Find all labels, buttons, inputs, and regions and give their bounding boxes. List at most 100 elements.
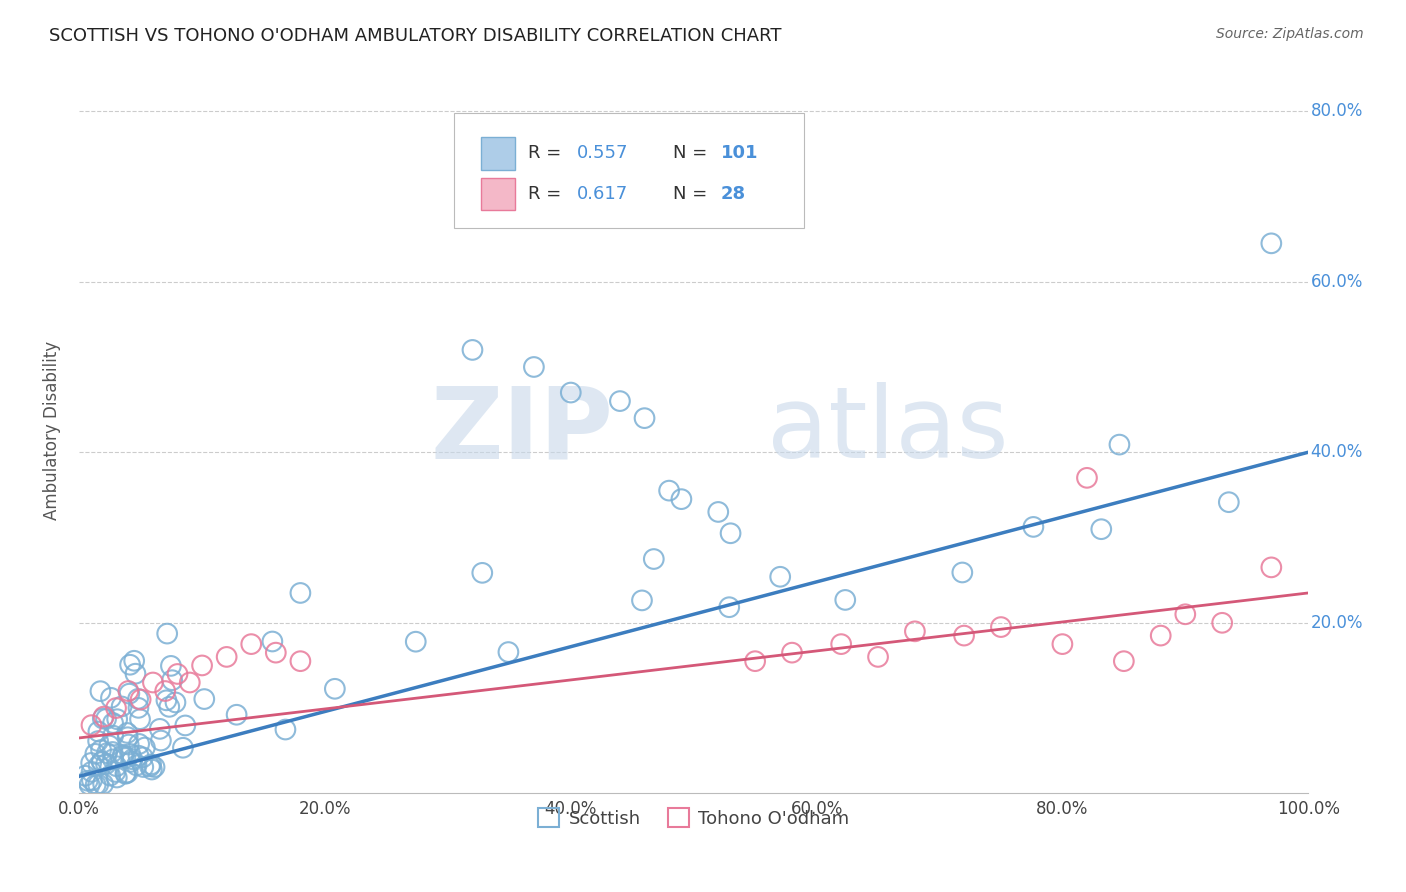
Point: [121, 752, 143, 766]
Point: [165, 695, 187, 709]
Point: [1112, 654, 1135, 668]
Point: [96, 746, 118, 760]
Point: [1076, 471, 1098, 485]
Point: [98, 739, 121, 753]
Point: [87, 758, 110, 772]
Point: [142, 675, 165, 690]
Point: [87, 734, 110, 748]
Point: [100, 690, 122, 705]
Point: [101, 745, 124, 759]
Text: R =: R =: [527, 185, 567, 202]
Point: [80, 756, 103, 770]
Point: [155, 684, 177, 698]
Point: [120, 755, 142, 769]
Point: [225, 707, 247, 722]
Text: SCOTTISH VS TOHONO O'ODHAM AMBULATORY DISABILITY CORRELATION CHART: SCOTTISH VS TOHONO O'ODHAM AMBULATORY DI…: [49, 27, 782, 45]
Point: [87, 724, 110, 739]
Point: [323, 681, 346, 696]
Point: [160, 673, 183, 688]
Point: [172, 740, 194, 755]
Point: [98, 769, 121, 783]
Point: [127, 748, 149, 763]
Point: [149, 733, 172, 747]
Text: 20.0%: 20.0%: [1310, 614, 1364, 632]
Point: [707, 505, 730, 519]
Point: [141, 763, 163, 777]
Text: atlas: atlas: [768, 383, 1010, 479]
Point: [104, 764, 127, 779]
Point: [111, 749, 134, 764]
Point: [84, 747, 107, 761]
Point: [671, 492, 693, 507]
Point: [105, 712, 128, 726]
Point: [174, 718, 197, 732]
Point: [117, 738, 139, 752]
Point: [179, 675, 201, 690]
Point: [114, 751, 136, 765]
Point: [191, 658, 214, 673]
Point: [149, 722, 172, 736]
Point: [834, 593, 856, 607]
Point: [633, 411, 655, 425]
Point: [155, 693, 177, 707]
Point: [139, 759, 162, 773]
Point: [105, 759, 128, 773]
Point: [101, 729, 124, 743]
Point: [1218, 495, 1240, 509]
Point: [122, 654, 145, 668]
Point: [1260, 236, 1282, 251]
Point: [76, 773, 98, 788]
Point: [1090, 522, 1112, 536]
Point: [990, 620, 1012, 634]
Point: [117, 765, 139, 780]
Point: [129, 692, 152, 706]
Point: [80, 718, 103, 732]
Point: [111, 699, 134, 714]
Point: [609, 394, 631, 409]
Point: [498, 645, 520, 659]
Point: [143, 760, 166, 774]
Point: [866, 649, 889, 664]
Point: [105, 771, 128, 785]
Point: [101, 752, 124, 766]
Point: [1108, 437, 1130, 451]
Point: [134, 740, 156, 755]
Point: [560, 385, 582, 400]
Point: [125, 758, 148, 772]
Text: 0.617: 0.617: [576, 185, 628, 202]
Legend: Scottish, Tohono O'odham: Scottish, Tohono O'odham: [530, 801, 856, 835]
Point: [118, 687, 141, 701]
Point: [718, 600, 741, 615]
Y-axis label: Ambulatory Disability: Ambulatory Disability: [44, 342, 60, 521]
Point: [1052, 637, 1074, 651]
Point: [160, 659, 183, 673]
Point: [120, 657, 142, 672]
Point: [79, 778, 101, 792]
Point: [405, 634, 427, 648]
Point: [658, 483, 681, 498]
FancyBboxPatch shape: [481, 137, 516, 169]
Point: [114, 766, 136, 780]
Text: 40.0%: 40.0%: [1310, 443, 1362, 461]
FancyBboxPatch shape: [481, 178, 516, 211]
Point: [111, 747, 134, 762]
Point: [127, 691, 149, 706]
Point: [156, 626, 179, 640]
Point: [744, 654, 766, 668]
Point: [94, 757, 117, 772]
Point: [84, 778, 107, 792]
Point: [166, 667, 188, 681]
Point: [139, 757, 162, 772]
Point: [262, 634, 284, 648]
Point: [93, 709, 115, 723]
Point: [91, 711, 114, 725]
Point: [117, 684, 139, 698]
Point: [91, 777, 114, 791]
Text: 28: 28: [721, 185, 745, 202]
Point: [461, 343, 484, 357]
Point: [830, 637, 852, 651]
Text: ZIP: ZIP: [430, 383, 614, 479]
Point: [94, 712, 117, 726]
Text: N =: N =: [673, 185, 713, 202]
Point: [1211, 615, 1233, 630]
